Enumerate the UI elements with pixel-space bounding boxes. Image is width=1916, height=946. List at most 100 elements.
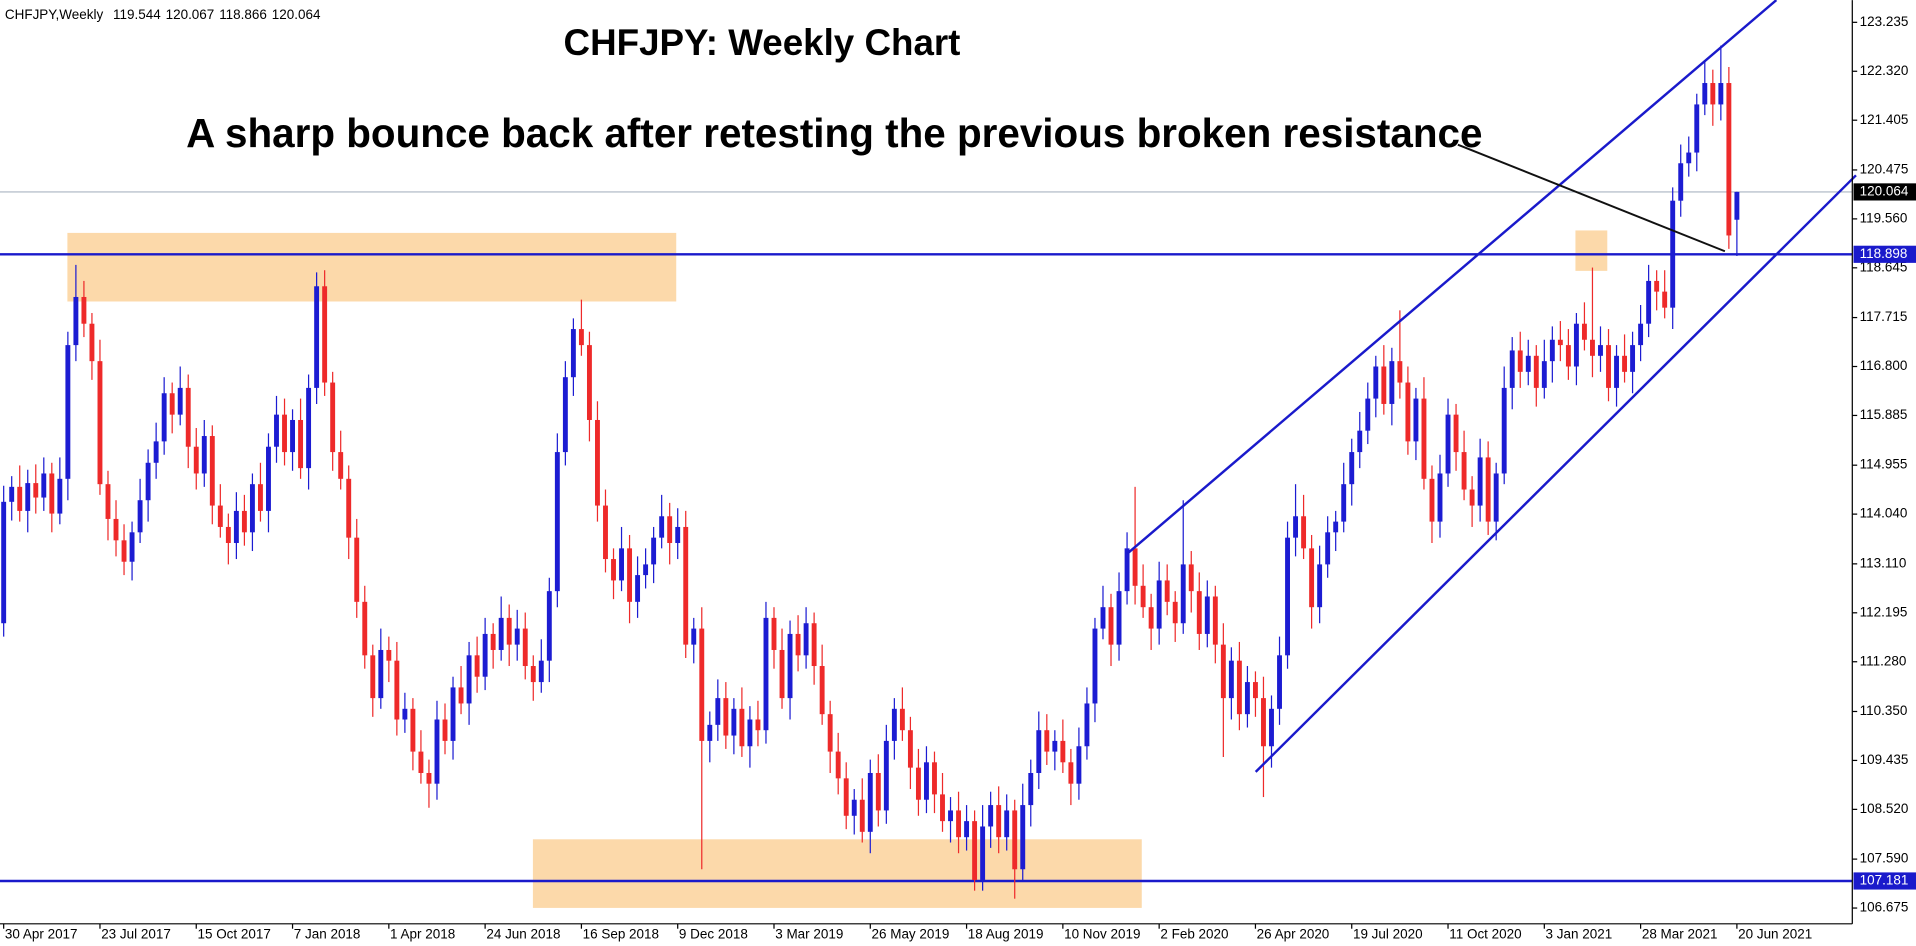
candle-body xyxy=(498,617,504,650)
candle-body xyxy=(1533,355,1539,388)
y-tick-label: 119.560 xyxy=(1860,210,1908,225)
candle-body xyxy=(257,484,263,511)
candle-body xyxy=(378,649,384,699)
x-tick-label: 10 Nov 2019 xyxy=(1064,926,1140,941)
candle-body xyxy=(1341,484,1347,522)
y-tick-label: 116.800 xyxy=(1860,358,1908,373)
candle-body xyxy=(1581,323,1587,340)
candle-body xyxy=(1389,361,1395,404)
candle-body xyxy=(1277,655,1282,709)
candle-body xyxy=(434,719,440,784)
x-tick-label: 26 Apr 2020 xyxy=(1257,926,1330,941)
candle-body xyxy=(1036,730,1042,773)
candle-body xyxy=(1084,703,1090,747)
candle-body xyxy=(683,526,689,645)
y-tick-label: 118.645 xyxy=(1860,259,1908,274)
candle-body xyxy=(1718,83,1724,105)
candle-body xyxy=(1726,83,1732,236)
candle-body xyxy=(1092,628,1098,704)
candle-body xyxy=(851,799,857,816)
candle-body xyxy=(169,393,175,415)
candle-body xyxy=(771,617,777,650)
candle-body xyxy=(1180,564,1186,624)
candle-body xyxy=(89,323,95,362)
candle-body xyxy=(466,655,472,704)
candle-body xyxy=(514,628,520,645)
candle-body xyxy=(627,548,633,602)
ohlc-close: 120.064 xyxy=(272,6,321,21)
candle-body xyxy=(386,649,392,661)
candle-body xyxy=(57,478,63,514)
candle-body xyxy=(137,500,143,533)
ohlc-open: 119.544 xyxy=(113,6,161,21)
candle-body xyxy=(1517,350,1523,372)
candle-body xyxy=(1172,601,1178,624)
candle-body xyxy=(1228,660,1234,699)
candle-body xyxy=(1453,414,1459,453)
x-tick-label: 11 Oct 2020 xyxy=(1449,926,1521,941)
x-tick-label: 3 Mar 2019 xyxy=(775,926,843,941)
candle-body xyxy=(940,794,945,822)
candle-body xyxy=(932,762,937,795)
candle-body xyxy=(418,751,424,773)
candle-body xyxy=(570,329,576,378)
candle-body xyxy=(891,708,897,741)
candle-body xyxy=(129,532,135,562)
candle-body xyxy=(827,714,833,752)
x-tick-label: 30 Apr 2017 xyxy=(5,926,78,941)
candle-body xyxy=(1,501,7,624)
y-tick-label: 114.040 xyxy=(1860,506,1908,521)
candles xyxy=(1,45,1740,899)
x-tick-label: 26 May 2019 xyxy=(872,926,950,941)
zones xyxy=(67,230,1608,908)
symbol: CHFJPY,Weekly xyxy=(5,6,104,21)
candle-body xyxy=(1076,746,1082,784)
candle-body xyxy=(538,660,544,683)
candle-body xyxy=(177,387,183,415)
candle-body xyxy=(1702,83,1708,105)
candle-body xyxy=(1477,457,1483,506)
candle-body xyxy=(241,510,247,533)
candle-body xyxy=(1549,339,1555,362)
candle-body xyxy=(1541,361,1547,388)
candle-body xyxy=(1638,323,1644,346)
candle-body xyxy=(458,687,464,704)
candle-body xyxy=(1630,345,1636,372)
candle-body xyxy=(1140,585,1146,608)
candle-body xyxy=(1565,345,1571,367)
price-line-label: 107.181 xyxy=(1860,873,1909,888)
candle-body xyxy=(1469,489,1475,506)
candle-body xyxy=(1437,473,1443,522)
candle-body xyxy=(330,382,336,453)
candle-body xyxy=(1421,398,1427,479)
candle-body xyxy=(1662,291,1668,308)
x-tick-label: 1 Apr 2018 xyxy=(390,926,455,941)
candle-body xyxy=(803,623,809,656)
candle-body xyxy=(546,591,552,661)
candle-body xyxy=(1156,580,1162,629)
candle-body xyxy=(338,452,344,479)
candle-body xyxy=(899,708,905,731)
y-tick-label: 108.520 xyxy=(1860,801,1909,816)
candle-body xyxy=(1493,473,1499,522)
candle-body xyxy=(1461,452,1467,490)
candle-body xyxy=(410,708,416,752)
candle-body xyxy=(1188,564,1194,592)
candle-body xyxy=(1252,682,1258,699)
candle-body xyxy=(1654,280,1660,292)
candle-body xyxy=(819,666,825,715)
y-tick-label: 109.435 xyxy=(1860,752,1909,767)
annotation: A sharp bounce back after retesting the … xyxy=(186,110,1482,156)
candle-body xyxy=(763,617,769,731)
candle-body xyxy=(1373,366,1379,399)
candle-body xyxy=(747,719,753,747)
candle-body xyxy=(290,419,295,453)
candle-body xyxy=(153,441,159,463)
candle-body xyxy=(217,505,223,527)
candle-body xyxy=(586,345,592,420)
candle-body xyxy=(779,649,785,699)
candle-body xyxy=(1694,104,1700,153)
y-tick-label: 120.475 xyxy=(1860,162,1909,177)
x-tick-label: 18 Aug 2019 xyxy=(968,926,1044,941)
candle-body xyxy=(1590,339,1595,356)
